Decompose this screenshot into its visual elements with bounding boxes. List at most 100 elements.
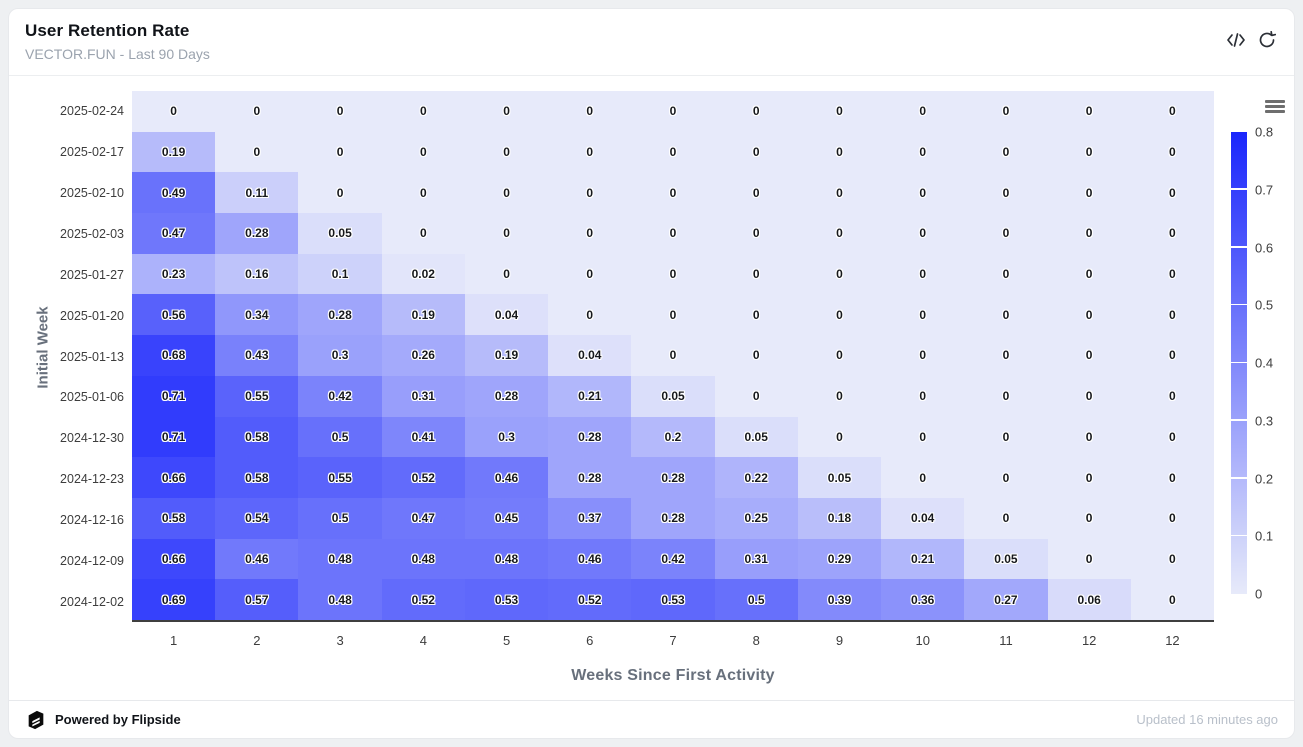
heatmap-cell[interactable]: 0 (631, 294, 715, 336)
heatmap-cell[interactable]: 0 (714, 253, 798, 295)
heatmap-cell[interactable]: 0.47 (132, 213, 216, 254)
heatmap-cell[interactable]: 0 (797, 375, 882, 417)
heatmap-cell[interactable]: 0.19 (464, 335, 549, 376)
heatmap-cell[interactable]: 0 (797, 253, 882, 295)
heatmap-cell[interactable]: 0 (797, 213, 882, 254)
heatmap-cell[interactable]: 0 (1130, 579, 1214, 620)
heatmap-cell[interactable]: 0 (1047, 91, 1131, 132)
heatmap-cell[interactable]: 0.49 (132, 172, 216, 214)
heatmap-cell[interactable]: 0 (381, 91, 465, 132)
heatmap-cell[interactable]: 0 (1130, 416, 1214, 458)
code-icon[interactable] (1226, 32, 1246, 48)
heatmap-cell[interactable]: 0.5 (298, 416, 382, 458)
heatmap-cell[interactable]: 0 (1047, 172, 1131, 214)
heatmap-cell[interactable]: 0.28 (215, 213, 299, 254)
heatmap-cell[interactable]: 0 (464, 213, 549, 254)
heatmap-cell[interactable]: 0 (964, 91, 1048, 132)
heatmap-cell[interactable]: 0 (1047, 416, 1131, 458)
heatmap-cell[interactable]: 0.69 (132, 579, 216, 620)
heatmap-cell[interactable]: 0 (298, 131, 382, 173)
heatmap-cell[interactable]: 0.56 (132, 294, 216, 336)
heatmap-cell[interactable]: 0.31 (381, 375, 465, 417)
heatmap-cell[interactable]: 0 (1130, 335, 1214, 376)
heatmap-cell[interactable]: 0.66 (132, 538, 216, 580)
heatmap-cell[interactable]: 0 (548, 172, 632, 214)
heatmap-cell[interactable]: 0.52 (548, 579, 632, 620)
heatmap-cell[interactable]: 0.28 (464, 375, 549, 417)
heatmap-cell[interactable]: 0 (964, 335, 1048, 376)
heatmap-cell[interactable]: 0.46 (548, 538, 632, 580)
heatmap-cell[interactable]: 0 (1130, 213, 1214, 254)
heatmap-cell[interactable]: 0 (964, 131, 1048, 173)
heatmap-cell[interactable]: 0 (964, 294, 1048, 336)
heatmap-cell[interactable]: 0 (464, 172, 549, 214)
heatmap-cell[interactable]: 0 (714, 131, 798, 173)
heatmap-cell[interactable]: 0 (964, 172, 1048, 214)
heatmap-cell[interactable]: 0.71 (132, 375, 216, 417)
heatmap-cell[interactable]: 0.31 (714, 538, 798, 580)
heatmap-cell[interactable]: 0.41 (381, 416, 465, 458)
heatmap-cell[interactable]: 0.05 (797, 457, 882, 498)
heatmap-cell[interactable]: 0 (714, 294, 798, 336)
heatmap-cell[interactable]: 0 (298, 91, 382, 132)
heatmap-cell[interactable]: 0.02 (381, 253, 465, 295)
heatmap-cell[interactable]: 0.45 (464, 497, 549, 539)
heatmap-cell[interactable]: 0 (1130, 375, 1214, 417)
heatmap-cell[interactable]: 0.55 (298, 457, 382, 498)
heatmap-cell[interactable]: 0 (631, 335, 715, 376)
heatmap-cell[interactable]: 0 (797, 172, 882, 214)
heatmap-cell[interactable]: 0.28 (548, 416, 632, 458)
heatmap-cell[interactable]: 0.48 (381, 538, 465, 580)
heatmap-cell[interactable]: 0 (1130, 538, 1214, 580)
heatmap-cell[interactable]: 0.43 (215, 335, 299, 376)
heatmap-cell[interactable]: 0.05 (631, 375, 715, 417)
refresh-icon[interactable] (1258, 30, 1277, 49)
heatmap-cell[interactable]: 0.05 (298, 213, 382, 254)
heatmap-cell[interactable]: 0.37 (548, 497, 632, 539)
heatmap-cell[interactable]: 0 (714, 335, 798, 376)
heatmap-cell[interactable]: 0 (381, 172, 465, 214)
heatmap-cell[interactable]: 0.2 (631, 416, 715, 458)
heatmap-cell[interactable]: 0 (1130, 131, 1214, 173)
heatmap-cell[interactable]: 0 (797, 416, 882, 458)
heatmap-cell[interactable]: 0.46 (464, 457, 549, 498)
heatmap-cell[interactable]: 0.3 (464, 416, 549, 458)
heatmap-cell[interactable]: 0.28 (631, 497, 715, 539)
heatmap-cell[interactable]: 0.5 (298, 497, 382, 539)
heatmap-cell[interactable]: 0 (548, 91, 632, 132)
heatmap-cell[interactable]: 0 (1047, 375, 1131, 417)
heatmap-cell[interactable]: 0 (797, 294, 882, 336)
flipside-brand[interactable]: Powered by Flipside (25, 709, 181, 731)
heatmap-cell[interactable]: 0 (1047, 253, 1131, 295)
heatmap-cell[interactable]: 0.28 (298, 294, 382, 336)
heatmap-cell[interactable]: 0.36 (881, 579, 965, 620)
heatmap-cell[interactable]: 0 (548, 253, 632, 295)
heatmap-cell[interactable]: 0 (381, 213, 465, 254)
heatmap-cell[interactable]: 0 (631, 91, 715, 132)
heatmap-cell[interactable]: 0 (881, 335, 965, 376)
chart-menu-icon[interactable] (1261, 95, 1289, 117)
heatmap-cell[interactable]: 0 (548, 213, 632, 254)
heatmap-cell[interactable]: 0 (298, 172, 382, 214)
heatmap-cell[interactable]: 0 (631, 253, 715, 295)
heatmap-cell[interactable]: 0 (548, 294, 632, 336)
heatmap-cell[interactable]: 0 (1047, 131, 1131, 173)
heatmap-cell[interactable]: 0.48 (464, 538, 549, 580)
heatmap-cell[interactable]: 0.23 (132, 253, 216, 295)
heatmap-grid[interactable]: 0 0 0 0 0 0 0 0 0 0 0 0 0 0.19 0 0 0 0 0 0 0 0 0 0 0 0 0.49 0.11 0 0 0… (132, 91, 1214, 622)
heatmap-cell[interactable]: 0.18 (797, 497, 882, 539)
heatmap-cell[interactable]: 0 (1047, 538, 1131, 580)
heatmap-cell[interactable]: 0 (1130, 497, 1214, 539)
heatmap-cell[interactable]: 0 (964, 375, 1048, 417)
heatmap-cell[interactable]: 0.55 (215, 375, 299, 417)
heatmap-cell[interactable]: 0.58 (215, 416, 299, 458)
heatmap-cell[interactable]: 0 (464, 91, 549, 132)
heatmap-cell[interactable]: 0.48 (298, 579, 382, 620)
heatmap-cell[interactable]: 0.71 (132, 416, 216, 458)
heatmap-cell[interactable]: 0.1 (298, 253, 382, 295)
heatmap-cell[interactable]: 0.04 (548, 335, 632, 376)
heatmap-cell[interactable]: 0.04 (881, 497, 965, 539)
heatmap-cell[interactable]: 0 (1047, 497, 1131, 539)
heatmap-cell[interactable]: 0 (797, 335, 882, 376)
heatmap-cell[interactable]: 0.58 (215, 457, 299, 498)
